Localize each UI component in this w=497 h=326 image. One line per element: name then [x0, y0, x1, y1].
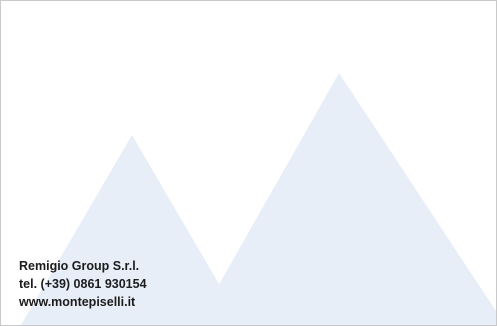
website-link[interactable]: www.montepiselli.it	[19, 295, 136, 309]
company-name: Remigio Group S.r.l.	[19, 259, 140, 273]
phone-number: tel. (+39) 0861 930154	[19, 277, 147, 291]
contact-info: Remigio Group S.r.l. tel. (+39) 0861 930…	[19, 257, 147, 311]
right-mountain	[196, 73, 496, 325]
left-mountain	[21, 135, 243, 325]
